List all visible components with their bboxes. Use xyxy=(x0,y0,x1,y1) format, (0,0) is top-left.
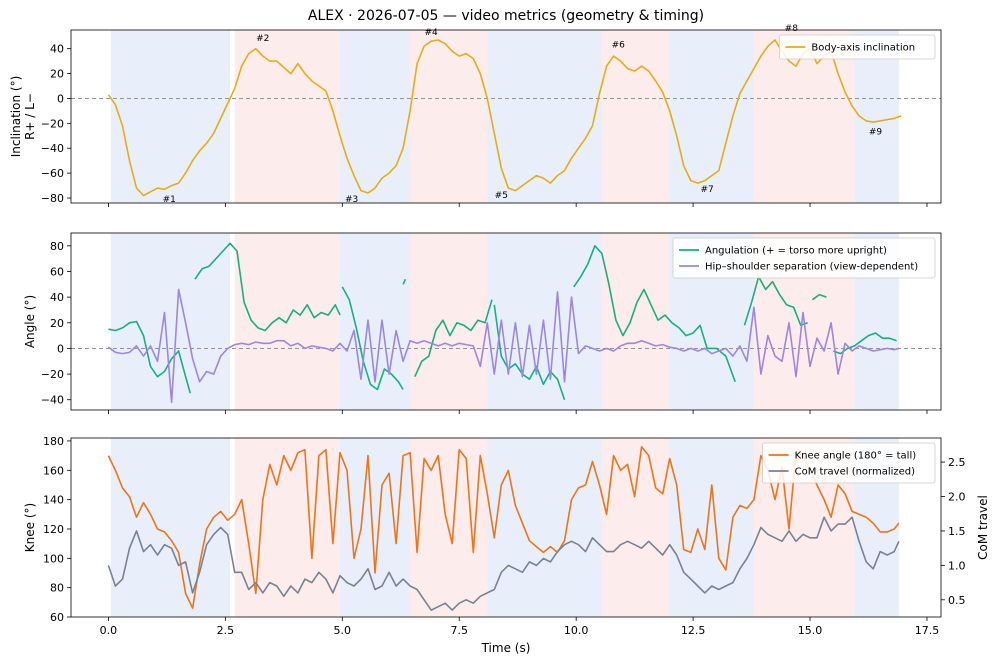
angulation-torso-more-upright-line-8 xyxy=(743,275,808,327)
legend-box xyxy=(762,442,936,484)
y-axis-label: R+ / L− xyxy=(23,93,37,140)
y-tick-label: 160 xyxy=(43,464,64,477)
y-tick-label: −20 xyxy=(41,117,64,130)
y2-tick-label: 1.0 xyxy=(948,559,966,572)
x-tick-label: 5.0 xyxy=(334,624,352,637)
y-tick-label: 180 xyxy=(43,435,64,448)
x-axis-label: Time (s) xyxy=(481,641,531,655)
y-tick-label: −60 xyxy=(41,167,64,180)
x-tick-label: 7.5 xyxy=(450,624,468,637)
phase-band-5 xyxy=(487,438,602,617)
phase-band-7 xyxy=(669,438,754,617)
angulation-torso-more-upright-line-2 xyxy=(194,242,341,332)
event-annotation: #7 xyxy=(700,185,713,195)
x-tick-label: 2.5 xyxy=(217,624,235,637)
figure-title: ALEX · 2026-07-05 — video metrics (geome… xyxy=(308,8,704,24)
y-tick-label: −80 xyxy=(41,192,64,205)
phase-band-1 xyxy=(110,30,231,203)
y2-tick-label: 0.5 xyxy=(948,594,966,607)
event-annotation: #6 xyxy=(612,40,626,50)
event-annotation: #1 xyxy=(163,195,176,205)
legend-entry-label: Hip–shoulder separation (view-dependent) xyxy=(705,262,918,273)
angulation-torso-more-upright-line-3 xyxy=(341,286,404,391)
y2-tick-label: 1.5 xyxy=(948,525,966,538)
phase-band-6 xyxy=(601,438,670,617)
phase-band-4 xyxy=(410,233,488,410)
y-axis-label: Inclination (°) xyxy=(9,76,23,158)
series-group xyxy=(107,39,902,197)
phase-band-3 xyxy=(339,30,411,203)
phase-band-6 xyxy=(601,30,670,203)
y-tick-label: 40 xyxy=(50,291,64,304)
angulation-torso-more-upright-line-9 xyxy=(811,293,827,301)
y-tick-label: 40 xyxy=(50,43,64,56)
y-tick-label: 60 xyxy=(50,611,64,624)
phase-band-7 xyxy=(669,30,754,203)
legend: Angulation (+ = torso more upright) Hip–s… xyxy=(672,237,936,279)
legend-entry-label: Body-axis inclination xyxy=(811,43,915,54)
legend: Body-axis inclination xyxy=(779,34,936,60)
phase-band-5 xyxy=(487,30,602,203)
angulation-torso-more-upright-line-6 xyxy=(493,304,566,400)
phase-band-4 xyxy=(410,30,488,203)
y2-axis-label: CoM travel xyxy=(976,495,990,560)
angles-panel: −40 −20 0 20 40 60 80 Angle (°) Angulation (+ = … xyxy=(23,232,942,414)
knee-com-panel: 60 80 100 120 140 160 180 0.5 1.0 1.5 2.0 2.5 CoM tr… xyxy=(23,435,990,637)
legend-box xyxy=(672,237,936,279)
y-tick-label: −20 xyxy=(41,368,64,381)
x-tick-label: 17.5 xyxy=(915,624,940,637)
event-annotation: #5 xyxy=(495,191,508,201)
legend-box xyxy=(779,34,936,60)
phase-band-2 xyxy=(234,30,340,203)
legend-entry-label: CoM travel (normalized) xyxy=(795,467,916,478)
y-tick-label: 140 xyxy=(43,494,64,507)
x-tick-label: 0.0 xyxy=(100,624,118,637)
panel-frame xyxy=(70,232,942,411)
y-axis-label: Knee (°) xyxy=(23,503,37,552)
phase-band-2 xyxy=(234,438,340,617)
panel-frame xyxy=(70,437,942,618)
angulation-torso-more-upright-line-4 xyxy=(402,278,407,285)
y-tick-label: 60 xyxy=(50,265,64,278)
y-tick-label: 20 xyxy=(50,317,64,330)
y-tick-label: −40 xyxy=(41,394,64,407)
body-axis-inclination-line-1 xyxy=(107,39,902,197)
y-tick-label: 80 xyxy=(50,582,64,595)
y-tick-label: 100 xyxy=(43,552,64,565)
event-annotation: #2 xyxy=(256,34,269,44)
legend: Knee angle (180° = tall) CoM travel (norm… xyxy=(762,442,936,484)
event-annotation: #4 xyxy=(425,28,439,38)
legend-entry-label: Angulation (+ = torso more upright) xyxy=(705,246,887,257)
series-group xyxy=(107,242,900,404)
angulation-torso-more-upright-line-7 xyxy=(573,245,736,383)
event-annotation: #8 xyxy=(785,24,799,34)
x-tick-label: 15.0 xyxy=(798,624,823,637)
y-tick-label: 0 xyxy=(57,342,64,355)
y-tick-label: 0 xyxy=(57,92,64,105)
hip-shoulder-separation-view-dependent-line-1 xyxy=(107,288,900,404)
x-tick-label: 10.0 xyxy=(564,624,589,637)
event-annotation: #9 xyxy=(869,128,883,138)
phase-band-6 xyxy=(601,233,670,410)
y-tick-label: 20 xyxy=(50,68,64,81)
inclination-panel: #1 #2 #3 #4 #5 #6 #7 #8 #9 −80 −60 −40 −20 0 20 40 Incli… xyxy=(9,24,942,207)
x-tick-label: 12.5 xyxy=(681,624,706,637)
y-axis-label: Angle (°) xyxy=(23,295,37,348)
y-tick-label: −40 xyxy=(41,142,64,155)
phase-band-1 xyxy=(110,438,231,617)
com-travel-normalized-line-1 xyxy=(107,516,900,611)
angulation-torso-more-upright-line-1 xyxy=(108,320,192,394)
y-tick-label: 120 xyxy=(43,523,64,536)
panel-frame xyxy=(70,29,942,204)
angulation-torso-more-upright-line-5 xyxy=(414,299,493,378)
y2-tick-label: 2.5 xyxy=(948,456,966,469)
legend-entry-label: Knee angle (180° = tall) xyxy=(795,451,917,462)
y-tick-label: 80 xyxy=(50,240,64,253)
y2-tick-label: 2.0 xyxy=(948,491,966,504)
event-annotation: #3 xyxy=(345,195,358,205)
